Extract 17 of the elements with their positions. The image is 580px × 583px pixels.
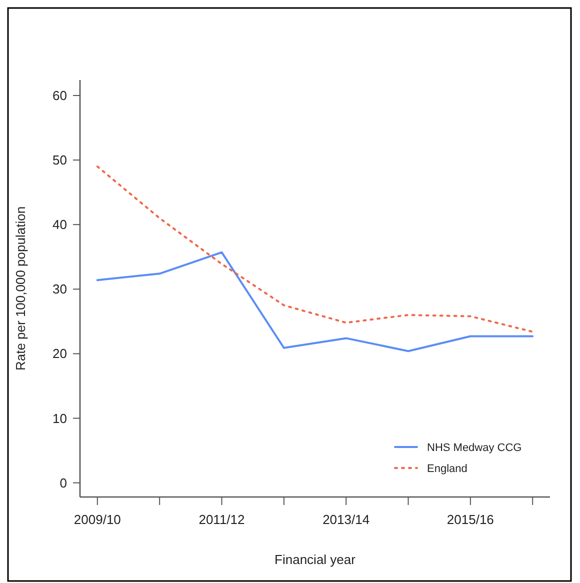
y-tick-label: 50 bbox=[52, 152, 67, 168]
x-axis-title: Financial year bbox=[274, 552, 356, 567]
line-series bbox=[96, 166, 534, 333]
y-tick-label: 40 bbox=[52, 217, 67, 232]
legend-label: NHS Medway CCG bbox=[427, 442, 522, 454]
x-tick-label: 2015/16 bbox=[446, 512, 494, 527]
y-axis-title: Rate per 100,000 population bbox=[13, 206, 28, 371]
y-tick-label: 20 bbox=[52, 346, 67, 362]
line-series bbox=[96, 251, 534, 352]
y-tick-label: 10 bbox=[52, 410, 67, 426]
y-tick-label: 60 bbox=[52, 88, 67, 104]
y-tick-label: 0 bbox=[60, 475, 67, 490]
legend-label: England bbox=[427, 462, 468, 475]
x-tick-label: 2011/12 bbox=[198, 512, 245, 527]
x-tick-label: 2009/10 bbox=[74, 512, 121, 527]
y-tick-label: 30 bbox=[52, 282, 67, 297]
x-tick-label: 2013/14 bbox=[322, 512, 370, 527]
